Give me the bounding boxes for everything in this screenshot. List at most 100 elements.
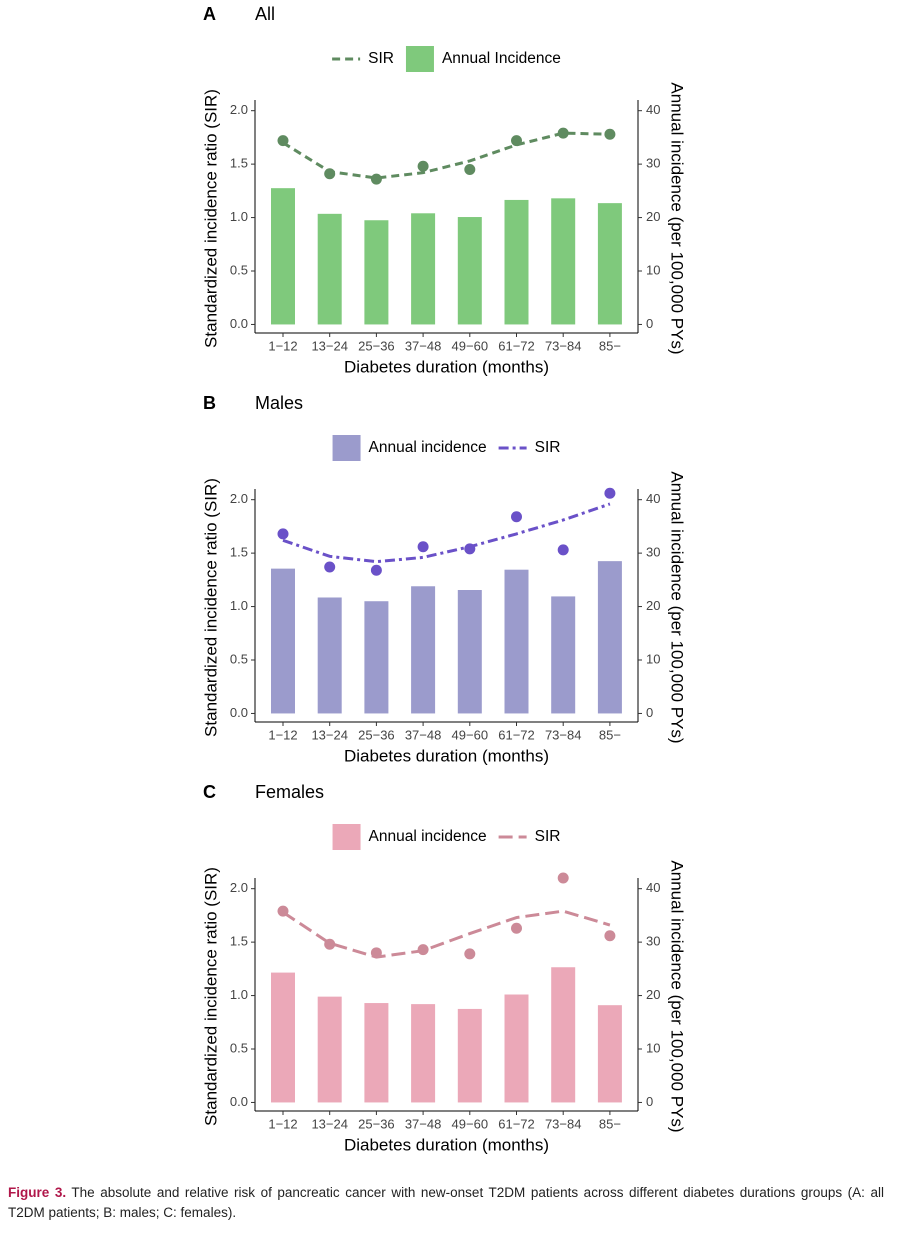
sir-point — [511, 135, 522, 147]
x-tick-label: 85− — [599, 727, 621, 742]
y-tick-label: 0.0 — [230, 705, 248, 720]
legend: Annual incidence SIR — [332, 824, 560, 850]
bar — [317, 597, 342, 714]
y2-tick-label: 0 — [646, 1094, 653, 1109]
x-tick-label: 25−36 — [358, 338, 395, 353]
panel-letter: A — [203, 4, 216, 24]
bar — [411, 586, 436, 714]
y2-axis-title: Annual incidence (per 100,000 PYs) — [668, 860, 687, 1132]
y2-axis-title: Annual incidence (per 100,000 PYs) — [668, 471, 687, 743]
y2-tick-label: 20 — [646, 598, 660, 613]
x-tick-label: 49−60 — [452, 338, 489, 353]
bar — [457, 217, 482, 325]
x-tick-label: 13−24 — [311, 727, 348, 742]
x-axis-title: Diabetes duration (months) — [344, 1135, 549, 1154]
panel-title: Females — [255, 782, 324, 802]
bar — [271, 188, 295, 325]
y-tick-label: 0.5 — [230, 651, 248, 666]
bar — [551, 596, 576, 714]
x-tick-label: 13−24 — [311, 1116, 348, 1131]
sir-point — [324, 938, 336, 950]
y-tick-label: 2.0 — [230, 102, 248, 117]
y-tick-label: 1.5 — [230, 934, 248, 949]
figure: A All SIR Annual Incidence 0.0 0.5 1.0 1.5 2.0 0 1… — [201, 4, 687, 1155]
x-axis-title: Diabetes duration (months) — [344, 357, 549, 376]
legend-label: Annual incidence — [369, 439, 487, 456]
sir-point — [511, 511, 522, 523]
y-tick-label: 1.5 — [230, 545, 248, 560]
legend: SIR Annual Incidence — [332, 46, 561, 72]
y-tick-label: 2.0 — [230, 880, 248, 895]
sir-point — [604, 128, 616, 140]
sir-point — [417, 160, 429, 172]
bar — [504, 994, 529, 1103]
bar — [551, 967, 576, 1103]
bar — [317, 996, 342, 1103]
panel-title: Males — [255, 393, 303, 413]
x-tick-label: 37−48 — [405, 1116, 442, 1131]
bar — [364, 601, 389, 714]
x-tick-label: 73−84 — [545, 727, 582, 742]
y2-tick-label: 10 — [646, 651, 660, 666]
sir-point — [557, 872, 569, 884]
x-tick-label: 37−48 — [405, 338, 442, 353]
y-tick-label: 0.0 — [230, 316, 248, 331]
bar — [271, 972, 295, 1103]
bar — [364, 220, 389, 325]
legend-label: Annual Incidence — [442, 50, 561, 67]
sir-point — [277, 528, 289, 540]
y-axis-title: Standardized incidence ratio (SIR) — [201, 478, 220, 737]
legend-key — [332, 824, 361, 850]
sir-point — [370, 173, 382, 185]
x-tick-label: 37−48 — [405, 727, 442, 742]
bar — [457, 1008, 482, 1103]
bar — [504, 199, 529, 325]
bar — [504, 569, 529, 714]
sir-point — [464, 948, 476, 960]
legend-label: SIR — [535, 439, 561, 456]
y-tick-label: 1.0 — [230, 209, 248, 224]
legend-key — [405, 46, 434, 72]
y-axis-title: Standardized incidence ratio (SIR) — [201, 89, 220, 348]
sir-point — [277, 135, 289, 147]
bar — [597, 561, 622, 714]
y2-tick-label: 40 — [646, 880, 660, 895]
x-tick-label: 49−60 — [452, 727, 489, 742]
sir-point — [417, 944, 429, 956]
panel-letter: B — [203, 393, 216, 413]
legend-key — [332, 435, 361, 461]
y2-tick-label: 40 — [646, 102, 660, 117]
sir-point — [324, 168, 336, 180]
legend-label: Annual incidence — [369, 828, 487, 845]
caption-label: Figure 3. — [8, 1185, 67, 1200]
sir-point — [417, 541, 429, 553]
sir-point — [277, 905, 289, 917]
sir-point — [557, 544, 569, 556]
sir-point — [604, 930, 616, 942]
sir-point — [370, 947, 382, 959]
x-tick-label: 25−36 — [358, 727, 395, 742]
panel: B Males Annual incidence SIR 0.0 0.5 1.0 1.5 2.0… — [201, 393, 686, 766]
bar — [551, 198, 576, 325]
y-tick-label: 1.5 — [230, 156, 248, 171]
sir-point — [604, 487, 616, 499]
y2-tick-label: 30 — [646, 934, 660, 949]
legend: Annual incidence SIR — [332, 435, 561, 461]
sir-point — [557, 127, 569, 139]
x-tick-label: 1−12 — [268, 727, 297, 742]
x-tick-label: 61−72 — [498, 338, 535, 353]
y-tick-label: 1.0 — [230, 987, 248, 1002]
y2-tick-label: 0 — [646, 705, 653, 720]
bar — [597, 203, 622, 325]
trend-line — [282, 131, 610, 180]
x-tick-label: 13−24 — [311, 338, 348, 353]
bar — [364, 1003, 389, 1103]
y-tick-label: 0.0 — [230, 1094, 248, 1109]
y2-tick-label: 10 — [646, 262, 660, 277]
caption: Figure 3. The absolute and relative risk… — [8, 1183, 884, 1223]
x-tick-label: 49−60 — [452, 1116, 489, 1131]
y-tick-label: 2.0 — [230, 491, 248, 506]
y2-tick-label: 30 — [646, 156, 660, 171]
y2-tick-label: 30 — [646, 545, 660, 560]
y2-tick-label: 10 — [646, 1040, 660, 1055]
